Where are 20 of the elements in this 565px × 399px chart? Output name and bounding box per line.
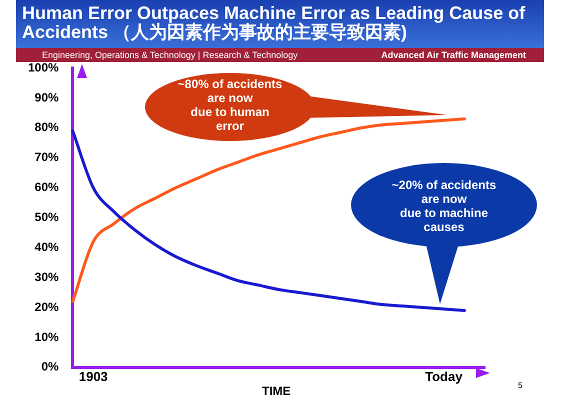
text: Advanced Air Traffic Management xyxy=(381,49,526,62)
y-tick-label: 90% xyxy=(34,90,60,104)
y-tick-label: 80% xyxy=(34,120,60,134)
y-tick-label: 60% xyxy=(34,180,60,194)
y-tick-label: 30% xyxy=(34,270,60,284)
chart-title: Human Error Outpaces Machine Error as Leading Cause of Accidents （人为因素作为事故的主要导致因素) xyxy=(16,0,544,48)
y-tick-label: 70% xyxy=(34,150,60,164)
y-tick-label: 0% xyxy=(41,360,60,374)
x-tick-label: Today xyxy=(425,368,464,384)
x-tick-label: 1903 xyxy=(78,368,108,384)
annotation: ~20% of accidents are now due to machine causes xyxy=(390,178,498,234)
y-tick-label: 20% xyxy=(34,300,60,314)
y-tick-label: 10% xyxy=(34,330,60,344)
x-axis-title: TIME xyxy=(262,384,291,398)
chart-subtitle: Engineering, Operations & Technology | Research & Technology xyxy=(42,49,298,62)
y-tick-label: 40% xyxy=(34,240,60,254)
annotation: ~80% of accidents are now due to human error xyxy=(176,77,284,133)
y-tick-label: 100% xyxy=(28,60,60,74)
text: 5 xyxy=(518,381,522,390)
y-tick-label: 50% xyxy=(34,210,60,224)
